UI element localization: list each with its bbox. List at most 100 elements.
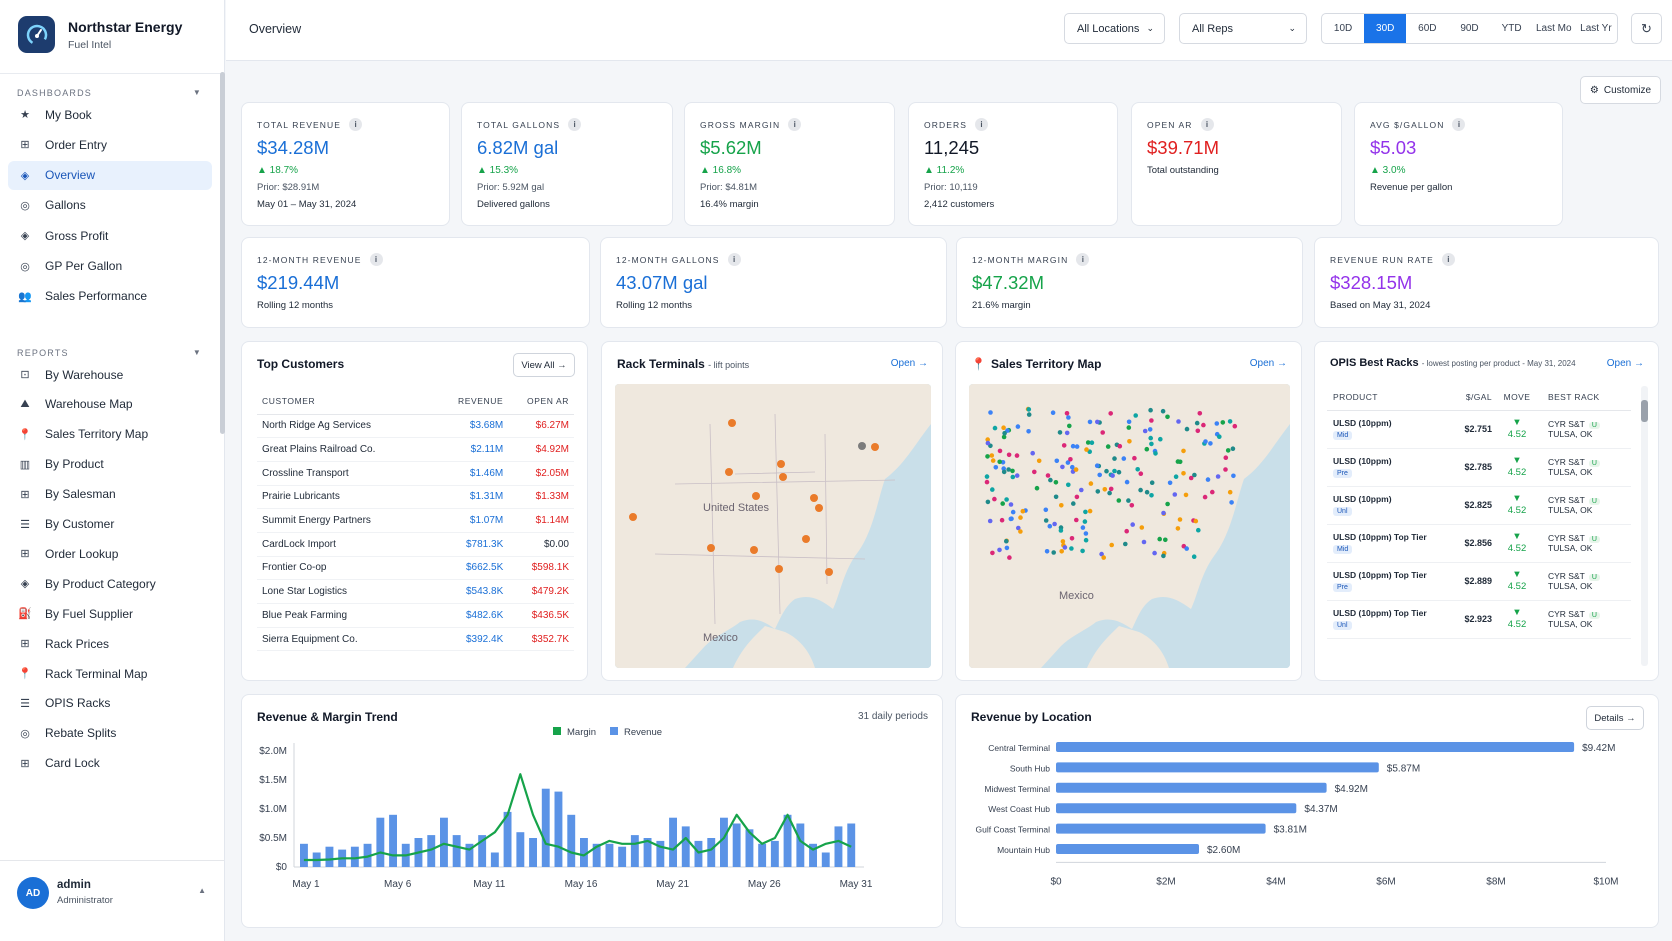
opis-open-link[interactable]: Open → [1606,358,1644,369]
sidebar-item-sales-territory-map[interactable]: 📍 Sales Territory Map [8,420,212,449]
reports-section-header[interactable]: REPORTS ▼ [17,348,202,358]
dashboards-section-header[interactable]: DASHBOARDS ▼ [17,88,202,98]
range-option-30d[interactable]: 30D [1364,14,1407,43]
sidebar-item-by-customer[interactable]: ☰ By Customer [8,510,212,539]
territory-dot [1004,545,1010,551]
table-row[interactable]: North Ridge Ag Services $3.68M $6.27M [257,414,574,439]
user-menu[interactable]: AD admin Administrator ▲ [0,860,224,941]
sidebar-item-gross-profit[interactable]: ◈ Gross Profit [8,221,212,250]
table-row[interactable]: CardLock Import $781.3K $0.00 [257,532,574,557]
opis-rack-cell: CYR S&T U TULSA, OK [1542,600,1631,639]
details-button[interactable]: Details → [1586,706,1644,730]
sidebar-item-rack-terminal-map[interactable]: 📍 Rack Terminal Map [8,659,212,688]
table-row[interactable]: Sierra Equipment Co. $392.4K $352.7K [257,627,574,652]
table-row[interactable]: Summit Energy Partners $1.07M $1.14M [257,508,574,533]
rack-terminals-open-link[interactable]: Open → [890,358,928,369]
info-icon[interactable]: i [1076,253,1090,266]
sidebar-item-opis-racks[interactable]: ☰ OPIS Racks [8,689,212,718]
territory-dot [1070,464,1075,470]
category-label: South Hub [1010,763,1050,773]
view-all-button[interactable]: View All → [513,353,575,377]
info-icon[interactable]: i [1452,118,1466,131]
sales-territory-map[interactable]: Mexico [969,384,1290,668]
sidebar-item-by-fuel-supplier[interactable]: ⛽ By Fuel Supplier [8,599,212,628]
territory-dot [1000,501,1005,506]
territory-dot [1043,518,1049,523]
opis-scrollbar[interactable] [1641,386,1648,666]
sidebar-item-order-entry[interactable]: ⊞ Order Entry [8,130,212,159]
range-option-ytd[interactable]: YTD [1501,23,1522,34]
reps-select[interactable]: All Reps ⌄ [1179,13,1307,44]
table-row[interactable]: Lone Star Logistics $543.8K $479.2K [257,579,574,604]
table-row[interactable]: ULSD (10ppm) Top Tier Mid $2.856 ▼ 4.52 CYR S… [1327,524,1631,563]
rack-terminals-map[interactable]: United States Mexico [615,384,931,668]
revenue-bar [452,835,461,867]
sidebar-item-rebate-splits[interactable]: ◎ Rebate Splits [8,719,212,748]
table-row[interactable]: Great Plains Railroad Co. $2.11M $4.92M [257,437,574,462]
info-icon[interactable]: i [1441,253,1455,266]
kpi-note: Delivered gallons [477,199,550,210]
table-row[interactable]: ULSD (10ppm) Pre $2.785 ▼ 4.52 CYR S&T U TULSA,… [1327,448,1631,487]
range-option-60d[interactable]: 60D [1418,23,1437,34]
table-row[interactable]: ULSD (10ppm) Mid $2.751 ▼ 4.52 CYR S&T U TULSA,… [1327,410,1631,449]
table-row[interactable]: Prairie Lubricants $1.31M $1.33M [257,485,574,510]
columns-icon: ▥ [19,458,31,471]
opis-scrollbar-thumb[interactable] [1641,400,1648,422]
opis-rack-line: CYR S&T U [1548,419,1631,429]
sidebar-item-rack-prices[interactable]: ⊞ Rack Prices [8,629,212,658]
territory-dot [1205,477,1211,482]
info-icon[interactable]: i [568,118,582,131]
sidebar-item-warehouse-map[interactable]: ⛰ Warehouse Map [8,390,212,419]
range-option-10d[interactable]: 10D [1333,23,1353,34]
opis-rack-cell: CYR S&T U TULSA, OK [1542,562,1631,601]
grade-badge: Unl [1333,507,1352,516]
territory-dot [1123,541,1128,547]
map-label-united-states: United States [703,502,770,514]
table-row[interactable]: ULSD (10ppm) Top Tier Unl $2.923 ▼ 4.52 CYR S… [1327,600,1631,639]
sidebar-item-gallons[interactable]: ◎ Gallons [8,191,212,220]
sidebar-item-sales-performance[interactable]: 👥 Sales Performance [8,282,212,311]
sidebar-item-label: My Book [45,107,92,122]
sidebar-item-by-warehouse[interactable]: ⊡ By Warehouse [8,360,212,389]
table-row[interactable]: ULSD (10ppm) Unl $2.825 ▼ 4.52 CYR S&T U TULSA,… [1327,486,1631,525]
sidebar-item-order-lookup[interactable]: ⊞ Order Lookup [8,539,212,568]
sidebar-item-by-product-category[interactable]: ◈ By Product Category [8,569,212,598]
territory-dot [1153,451,1158,456]
info-icon[interactable]: i [788,118,802,131]
sidebar-item-by-product[interactable]: ▥ By Product [8,450,212,479]
range-option-last-mo[interactable]: Last Mo [1535,23,1572,34]
down-arrow-icon: ▼ [1512,455,1522,466]
sidebar-item-card-lock[interactable]: ⊞ Card Lock [8,749,212,778]
info-icon[interactable]: i [974,118,988,131]
customer-open-ar: $1.14M [503,508,574,533]
opis-product-cell: ULSD (10ppm) Unl [1327,486,1442,525]
x-tick-label: May 21 [656,879,689,890]
info-icon[interactable]: i [349,118,363,131]
locations-select-value: All Locations [1077,22,1140,35]
sidebar-item-overview[interactable]: ◈ Overview [8,160,212,190]
table-row[interactable]: Crossline Transport $1.46M $2.05M [257,461,574,486]
sales-territory-open-link[interactable]: Open → [1249,358,1287,369]
sidebar-item-gp-per-gallon[interactable]: ◎ GP Per Gallon [8,252,212,281]
info-icon[interactable]: i [727,253,741,266]
info-icon[interactable]: i [369,253,383,266]
info-icon[interactable]: i [1200,118,1214,131]
sidebar-item-my-book[interactable]: ★ My Book [8,100,212,129]
territory-dot [1001,425,1006,430]
territory-dot [1014,473,1020,478]
territory-dot [1067,423,1072,429]
territory-dot [1167,480,1173,486]
territory-dot [1175,526,1181,531]
sidebar-item-by-salesman[interactable]: ⊞ By Salesman [8,480,212,509]
table-row[interactable]: Blue Peak Farming $482.6K $436.5K [257,603,574,628]
range-option-90d[interactable]: 90D [1460,23,1479,34]
table-row[interactable]: ULSD (10ppm) Top Tier Pre $2.889 ▼ 4.52 CYR S… [1327,562,1631,601]
territory-dot [1097,472,1102,478]
locations-select[interactable]: All Locations ⌄ [1064,13,1165,44]
territory-dot [1082,519,1088,524]
refresh-button[interactable]: ↻ [1631,13,1662,44]
sidebar-scrollbar[interactable] [220,72,225,434]
range-option-last-yr[interactable]: Last Yr [1580,23,1612,34]
table-row[interactable]: Frontier Co-op $662.5K $598.1K [257,556,574,581]
customize-button[interactable]: ⚙ Customize [1580,76,1661,104]
